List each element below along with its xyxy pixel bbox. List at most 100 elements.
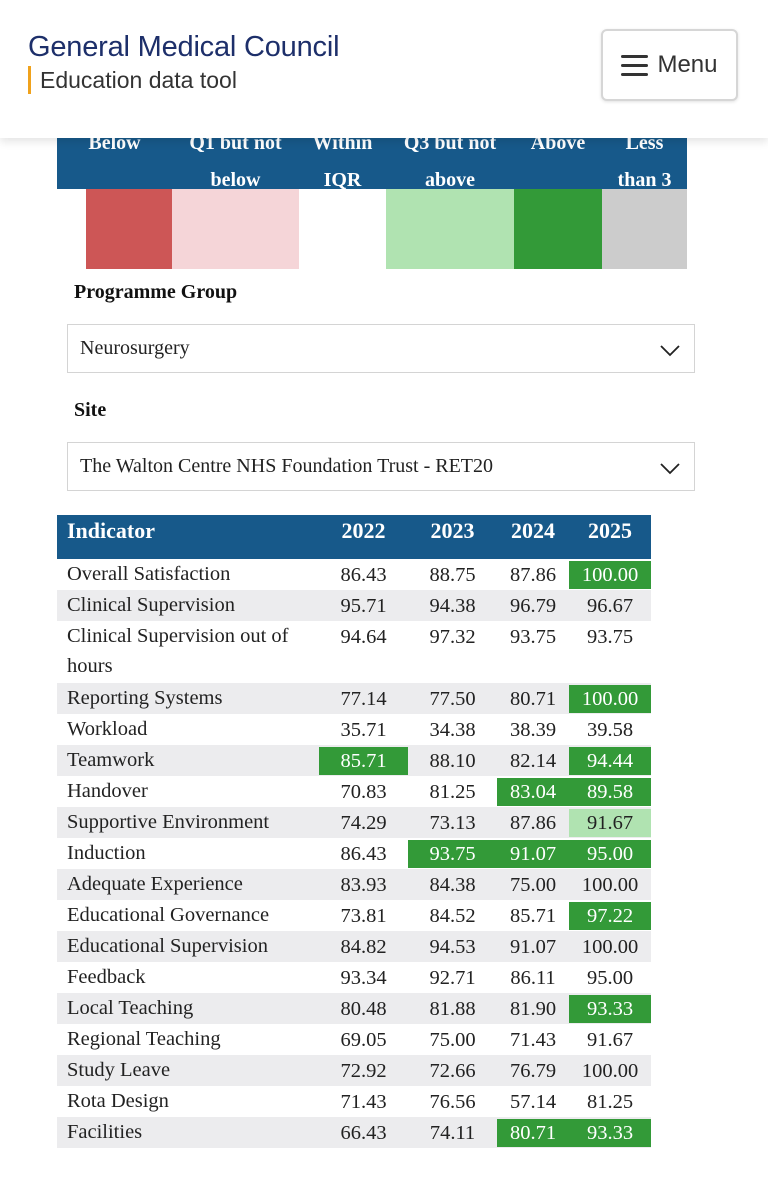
value-cell-2025: 95.00 [569, 840, 651, 868]
table-row: Adequate Experience 83.93 84.38 75.00 100.00 [57, 869, 651, 900]
brand-title[interactable]: General Medical Council [28, 31, 340, 63]
value-cell-2025: 91.67 [569, 809, 651, 837]
menu-label: Menu [657, 51, 718, 78]
table-row: Educational Supervision 84.82 94.53 91.07 10… [57, 931, 651, 962]
value-cell-2023: 74.11 [429, 1122, 476, 1144]
value-cell-2023: 84.52 [429, 905, 476, 927]
hamburger-icon [621, 54, 649, 76]
swatch-above [514, 189, 602, 269]
value-cell-2025: 94.44 [569, 747, 651, 775]
value-cell-2025: 100.00 [581, 1060, 639, 1082]
value-cell-2025: 100.00 [569, 685, 651, 713]
value-cell-2022: 72.92 [340, 1060, 387, 1082]
value-cell-2023: 76.56 [429, 1091, 476, 1113]
value-cell-2025: 100.00 [569, 561, 651, 589]
legend-label-q1: Q1 but not below [189, 138, 282, 189]
swatch-q3 [386, 189, 514, 269]
value-cell-2023: 81.25 [429, 781, 476, 803]
value-cell-2022: 94.64 [340, 626, 387, 648]
value-cell-2024: 57.14 [509, 1091, 557, 1113]
value-cell-2023: 97.32 [429, 626, 476, 648]
table-row: Study Leave 72.92 72.66 76.79 100.00 [57, 1055, 651, 1086]
value-cell-2022: 80.48 [340, 998, 387, 1020]
table-row: Facilities 66.43 74.11 80.71 93.33 [57, 1117, 651, 1148]
swatch-less [602, 189, 687, 269]
value-cell-2022: 93.34 [340, 967, 387, 989]
chevron-down-icon [660, 463, 680, 475]
value-cell-2022: 86.43 [340, 564, 387, 586]
value-cell-2024: 85.71 [509, 905, 557, 927]
value-cell-2024: 87.86 [509, 564, 557, 586]
value-cell-2022: 95.71 [340, 595, 387, 617]
header-2022[interactable]: 2022 [341, 518, 386, 543]
site-select[interactable]: The Walton Centre NHS Foundation Trust -… [67, 442, 695, 491]
brand-subtitle: Education data tool [28, 66, 339, 94]
value-cell-2025: 91.67 [586, 1029, 634, 1051]
indicator-name: Overall Satisfaction [67, 563, 231, 585]
value-cell-2023: 73.13 [429, 812, 476, 834]
indicator-name: Reporting Systems [67, 687, 223, 709]
chevron-down-icon [660, 345, 680, 357]
value-cell-2022: 71.43 [340, 1091, 387, 1113]
legend-swatches [86, 189, 687, 269]
brand[interactable]: General Medical Council Education data t… [28, 30, 340, 94]
header-2023[interactable]: 2023 [430, 518, 475, 543]
value-cell-2024: 83.04 [497, 778, 569, 806]
value-cell-2023: 34.38 [429, 719, 476, 741]
value-cell-2023: 93.75 [408, 840, 497, 868]
value-cell-2023: 88.10 [429, 750, 476, 772]
site-label: Site [74, 399, 107, 421]
table-row: Teamwork 85.71 88.10 82.14 94.44 [57, 745, 651, 776]
value-cell-2022: 73.81 [340, 905, 387, 927]
header-2024[interactable]: 2024 [511, 518, 555, 543]
indicator-name: Induction [67, 842, 146, 864]
site-header: General Medical Council Education data t… [0, 0, 768, 138]
value-cell-2025: 95.00 [586, 967, 634, 989]
value-cell-2023: 77.50 [429, 688, 476, 710]
indicator-name: Adequate Experience [67, 873, 243, 895]
value-cell-2025: 89.58 [569, 778, 651, 806]
swatch-within [299, 189, 386, 269]
value-cell-2024: 75.00 [509, 874, 557, 896]
swatch-q1 [172, 189, 299, 269]
value-cell-2022: 85.71 [319, 747, 408, 775]
value-cell-2023: 92.71 [429, 967, 476, 989]
value-cell-2025: 93.33 [569, 1119, 651, 1147]
indicator-name: Clinical Supervision [67, 594, 235, 616]
table-body: Overall Satisfaction 86.43 88.75 87.86 100.0… [57, 559, 651, 1148]
indicator-name: Handover [67, 780, 148, 802]
table-row: Regional Teaching 69.05 75.00 71.43 91.67 [57, 1024, 651, 1055]
legend-label-less: Less than 3 [617, 138, 672, 189]
value-cell-2025: 96.67 [586, 595, 634, 617]
header-2025[interactable]: 2025 [588, 518, 632, 543]
value-cell-2023: 94.38 [429, 595, 476, 617]
indicator-table: Indicator 2022 2023 2024 2025 Overall Sa… [57, 515, 651, 1148]
value-cell-2024: 87.86 [509, 812, 557, 834]
programme-group-select[interactable]: Neurosurgery [67, 324, 695, 373]
value-cell-2023: 75.00 [429, 1029, 476, 1051]
table-row: Workload 35.71 34.38 38.39 39.58 [57, 714, 651, 745]
menu-button[interactable]: Menu [601, 29, 738, 101]
value-cell-2023: 94.53 [429, 936, 476, 958]
value-cell-2022: 35.71 [340, 719, 387, 741]
value-cell-2023: 81.88 [429, 998, 476, 1020]
programme-group-value: Neurosurgery [80, 337, 190, 359]
header-indicator[interactable]: Indicator [67, 518, 155, 543]
value-cell-2024: 81.90 [509, 998, 557, 1020]
value-cell-2025: 100.00 [581, 936, 639, 958]
table-row: Feedback 93.34 92.71 86.11 95.00 [57, 962, 651, 993]
value-cell-2022: 86.43 [340, 843, 387, 865]
legend-header: Below Q1 but not below Within IQR Q3 but n… [57, 138, 687, 189]
value-cell-2022: 77.14 [340, 688, 387, 710]
value-cell-2025: 81.25 [586, 1091, 634, 1113]
legend-label-below: Below [88, 138, 141, 154]
indicator-name: Local Teaching [67, 997, 194, 1019]
indicator-name: Workload [67, 718, 148, 740]
indicator-name: Supportive Environment [67, 811, 270, 833]
table-row: Induction 86.43 93.75 91.07 95.00 [57, 838, 651, 869]
value-cell-2024: 96.79 [509, 595, 557, 617]
value-cell-2024: 82.14 [509, 750, 557, 772]
value-cell-2022: 70.83 [340, 781, 387, 803]
indicator-name: Teamwork [67, 749, 155, 771]
indicator-name: Study Leave [67, 1059, 171, 1081]
